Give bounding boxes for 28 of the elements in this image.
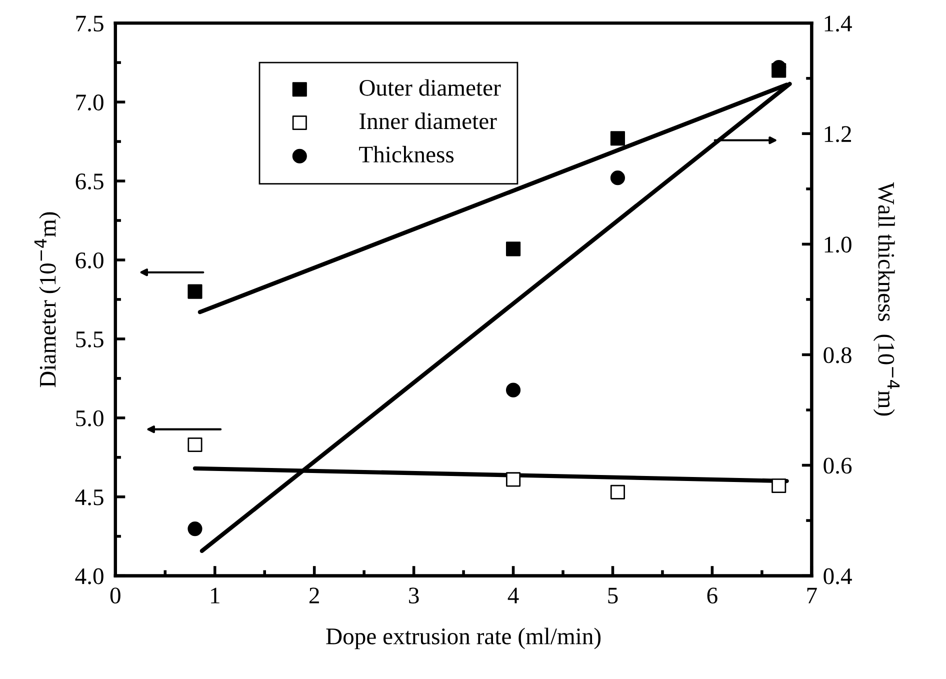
y-tick-label: 4.5: [75, 489, 104, 506]
x-tick-label: 1: [211, 588, 220, 604]
y2-axis-title: Wall thickness (10$^{−4}$m): [873, 182, 900, 416]
y-tick-label: 6.0: [76, 252, 104, 268]
x-tick-label: 2: [309, 588, 319, 604]
legend-label: Thickness: [359, 146, 454, 163]
y-tick-label: 5.5: [76, 332, 104, 348]
y2-tick-label: 1.4: [824, 16, 852, 32]
x-tick-label: 3: [409, 588, 419, 604]
y2-tick-label: 1.0: [824, 236, 852, 253]
x-tick-label: 4: [508, 588, 519, 604]
y-tick-label: 6.5: [76, 174, 104, 190]
y-tick-label: 7.0: [76, 94, 104, 111]
x-tick-label: 6: [707, 588, 718, 604]
y2-tick-label: 1.2: [824, 126, 851, 142]
y-tick-label: 5.0: [76, 410, 104, 426]
x-tick-label: 0: [110, 588, 120, 604]
y-tick-label: 4.0: [75, 568, 104, 584]
y-axis-title: Diameter (10$^{−4}$m): [34, 212, 61, 388]
legend-label: Outer diameter: [360, 79, 501, 96]
legend-label: Inner diameter: [360, 112, 497, 130]
y2-tick-label: 0.6: [824, 458, 852, 474]
x-tick-label: 5: [608, 588, 618, 604]
x-axis-title: Dope extrusion rate (ml/min): [326, 628, 601, 650]
y2-tick-label: 0.4: [824, 568, 852, 584]
y2-tick-label: 0.8: [824, 347, 852, 364]
x-tick-label: 7: [807, 588, 817, 604]
y-tick-label: 7.5: [76, 16, 104, 32]
